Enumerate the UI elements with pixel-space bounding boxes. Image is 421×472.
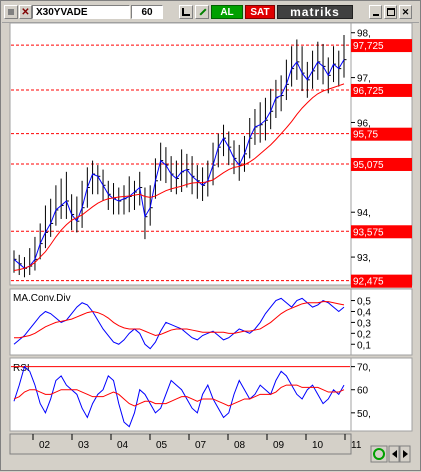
- rsi-line: [13, 365, 345, 428]
- price-axis: [350, 22, 413, 286]
- x-tick-label: 02: [39, 440, 51, 451]
- level-label: 92,475: [353, 277, 384, 288]
- minimize-button[interactable]: [369, 5, 382, 19]
- time-axis: [9, 433, 352, 455]
- rsi-tick-label: 60: [357, 386, 369, 397]
- brand-logo: matriks: [277, 5, 353, 19]
- price-chart[interactable]: 98, 97, 96, 94, 93, 97,725 96,725 95,75 95,075 9…: [1, 22, 421, 472]
- chart-type-button[interactable]: [179, 5, 193, 19]
- level-label-box: [351, 39, 412, 53]
- y-tick-label: 93,: [357, 253, 371, 264]
- moving-average-line: [13, 83, 345, 272]
- y-tick-label: 98,: [357, 29, 371, 40]
- scroll-left-button[interactable]: [388, 445, 400, 463]
- x-tick-label: 03: [78, 440, 90, 451]
- level-label: 97,725: [353, 41, 384, 52]
- menu-icon: [8, 9, 14, 15]
- y-tick-label: 94,: [357, 208, 371, 219]
- macd-tick-label: 0,4: [357, 307, 371, 318]
- symbol-field[interactable]: X30YVADE: [32, 5, 130, 19]
- refresh-icon: [373, 448, 385, 460]
- level-label-box: [351, 225, 412, 239]
- x-tick-label: 07: [195, 440, 207, 451]
- maximize-button[interactable]: [384, 5, 397, 19]
- x-tick-label: 08: [234, 440, 246, 451]
- x-tick-label: 09: [273, 440, 285, 451]
- arrow-left-icon: [392, 450, 397, 458]
- rsi-title: RSI: [13, 363, 30, 374]
- macd-tick-label: 0,2: [357, 329, 371, 340]
- level-label: 95,75: [353, 130, 378, 141]
- sell-button[interactable]: SAT: [245, 5, 275, 19]
- y-tick-label: 97,: [357, 74, 371, 85]
- rsi-panel[interactable]: [9, 357, 352, 432]
- level-label: 96,725: [353, 86, 384, 97]
- price-panel[interactable]: [9, 22, 352, 286]
- close-line: [13, 59, 345, 269]
- maximize-icon: [386, 8, 395, 16]
- level-label-box: [351, 274, 412, 288]
- period-field[interactable]: 60: [131, 5, 163, 19]
- window-menu-button[interactable]: [4, 5, 18, 19]
- close-x-icon: ✕: [21, 7, 30, 18]
- toolbar: ✕ X30YVADE 60 AL SAT matriks ✕: [2, 2, 419, 23]
- buy-button[interactable]: AL: [211, 5, 243, 19]
- x-tick-label: 11: [351, 440, 362, 451]
- refresh-button[interactable]: [370, 445, 388, 463]
- rsi-axis: [350, 357, 413, 432]
- rsi-tick-label: 70,: [357, 363, 371, 374]
- macd-axis: [350, 288, 413, 356]
- level-label-box: [351, 157, 412, 171]
- level-label: 95,075: [353, 160, 384, 171]
- x-tick-label: 10: [312, 440, 324, 451]
- minimize-icon: [372, 14, 379, 16]
- macd-tick-label: 0,5: [357, 297, 371, 308]
- macd-tick-label: 0,3: [357, 318, 371, 329]
- rsi-tick-label: 50,: [357, 409, 371, 420]
- pencil-icon: [199, 8, 207, 16]
- macd-signal-line: [14, 301, 345, 339]
- close-icon: ✕: [401, 7, 410, 17]
- arrow-right-icon: [403, 450, 408, 458]
- level-label: 93,575: [353, 227, 384, 238]
- macd-title: MA.Conv.Div: [13, 293, 71, 304]
- draw-tool-button[interactable]: [195, 5, 209, 19]
- scroll-right-button[interactable]: [399, 445, 411, 463]
- macd-tick-label: 0,1: [357, 340, 371, 351]
- rsi-average-line: [13, 384, 345, 407]
- x-tick-label: 05: [156, 440, 168, 451]
- macd-line: [13, 297, 345, 350]
- remove-symbol-button[interactable]: ✕: [19, 5, 32, 19]
- y-tick-label: 96,: [357, 118, 371, 129]
- level-label-box: [351, 127, 412, 141]
- macd-panel[interactable]: [9, 288, 352, 356]
- close-button[interactable]: ✕: [399, 5, 412, 19]
- x-tick-label: 04: [117, 440, 129, 451]
- level-label-box: [351, 83, 412, 97]
- bar-chart-icon: [182, 8, 190, 16]
